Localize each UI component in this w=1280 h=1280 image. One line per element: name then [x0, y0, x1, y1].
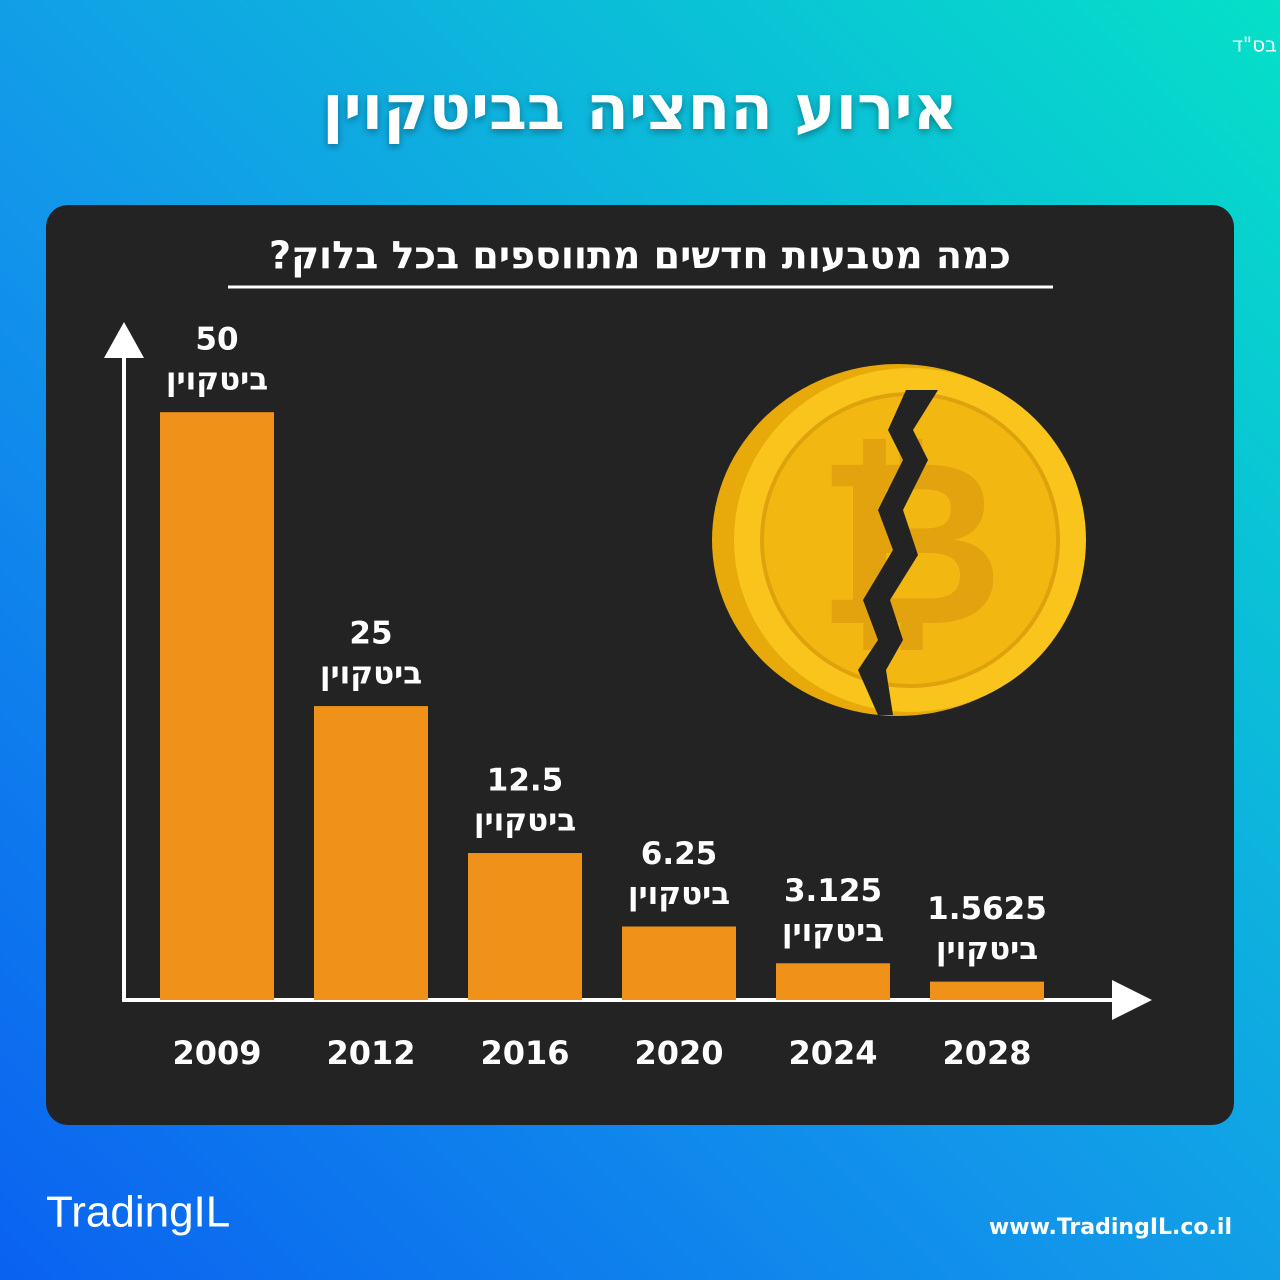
bar: [468, 853, 582, 1000]
logo: TradingIL: [46, 1188, 230, 1237]
x-tick-label: 2028: [942, 1034, 1031, 1072]
value-label: 6.25: [641, 836, 718, 872]
bar: [622, 926, 736, 1000]
unit-label: ביטקוין: [320, 656, 422, 692]
unit-label: ביטקוין: [782, 913, 884, 949]
unit-label: ביטקוין: [474, 803, 576, 839]
x-tick-label: 2020: [634, 1034, 723, 1072]
bar: [930, 981, 1044, 1000]
coin: ₿: [712, 364, 1086, 716]
unit-label: ביטקוין: [936, 931, 1038, 967]
value-label: 1.5625: [927, 891, 1047, 927]
x-tick-label: 2012: [326, 1034, 415, 1072]
chart-title: כמה מטבעות חדשים מתווספים בכל בלוק?: [269, 234, 1011, 278]
x-arrow: [1112, 980, 1152, 1020]
bar: [160, 412, 274, 1000]
value-label: 12.5: [487, 763, 564, 799]
y-arrow: [104, 322, 144, 358]
title: אירוע החציה בביטקוין: [322, 71, 957, 144]
x-tick-label: 2016: [480, 1034, 569, 1072]
x-tick-label: 2024: [788, 1034, 877, 1072]
value-label: 25: [349, 616, 392, 652]
unit-label: ביטקוין: [628, 876, 730, 912]
unit-label: ביטקוין: [166, 362, 268, 398]
x-tick-label: 2009: [172, 1034, 261, 1072]
value-label: 3.125: [784, 873, 882, 909]
website: www.TradingIL.co.il: [989, 1215, 1232, 1240]
bar: [776, 963, 890, 1000]
value-label: 50: [195, 322, 238, 358]
bar: [314, 706, 428, 1000]
note: בס"ד: [1232, 33, 1277, 57]
